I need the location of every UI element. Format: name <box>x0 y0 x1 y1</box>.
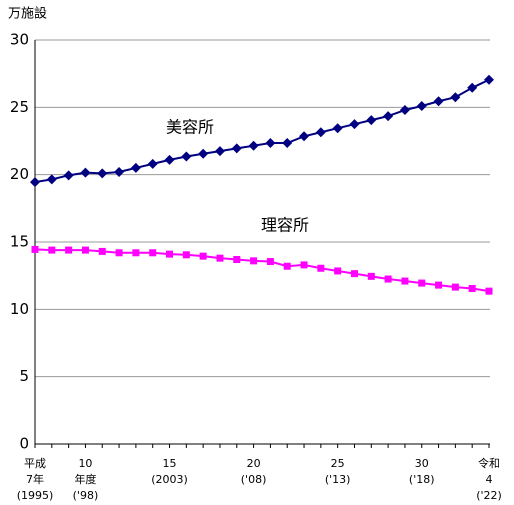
marker <box>31 245 39 253</box>
series-label: 美容所 <box>166 118 214 137</box>
marker <box>250 257 258 265</box>
marker <box>231 143 242 154</box>
marker <box>198 148 209 159</box>
marker <box>418 279 426 287</box>
marker <box>283 262 291 270</box>
marker <box>98 247 106 255</box>
x-tick-label: 25 ('13) <box>324 457 351 486</box>
unit-label: 万施設 <box>8 6 47 22</box>
marker <box>485 287 493 295</box>
marker <box>216 254 224 262</box>
y-tick-label: 30 <box>10 31 29 49</box>
marker <box>166 250 174 258</box>
x-tick-label: 20 ('08) <box>240 457 267 486</box>
marker <box>282 138 293 149</box>
marker <box>435 281 443 289</box>
marker <box>350 270 358 278</box>
marker <box>334 267 342 275</box>
y-tick-label: 10 <box>10 300 29 318</box>
marker <box>199 252 207 260</box>
marker <box>265 138 276 149</box>
marker <box>214 146 225 157</box>
x-tick-label: 10 年度 ('98) <box>72 457 99 502</box>
series-line <box>34 78 490 184</box>
marker <box>433 96 444 107</box>
marker <box>484 74 494 85</box>
y-tick-label: 15 <box>10 233 29 251</box>
marker <box>450 92 461 103</box>
marker <box>349 119 360 130</box>
x-tick-label: 15 (2003) <box>151 457 188 486</box>
y-tick-label: 25 <box>10 98 29 116</box>
marker <box>332 123 343 134</box>
y-tick-label: 0 <box>19 435 29 453</box>
marker <box>300 261 308 269</box>
marker <box>266 258 274 266</box>
y-tick-label: 5 <box>19 367 29 385</box>
marker <box>48 246 56 254</box>
marker <box>182 251 190 259</box>
marker <box>401 277 409 285</box>
series-line <box>34 248 490 293</box>
marker <box>248 140 259 151</box>
x-tick-label: 平成 7年 (1995) <box>16 457 54 502</box>
marker <box>315 127 326 138</box>
marker <box>147 158 158 169</box>
marker <box>299 131 310 142</box>
marker <box>65 246 73 254</box>
marker <box>80 167 91 178</box>
series-label: 理容所 <box>261 216 309 235</box>
marker <box>384 275 392 283</box>
marker <box>132 249 140 257</box>
x-tick-label: 令和 4 ('22) <box>476 457 502 502</box>
marker <box>149 249 157 257</box>
marker <box>63 170 74 181</box>
marker <box>46 174 57 185</box>
y-tick-label: 20 <box>10 165 29 183</box>
marker <box>383 111 394 122</box>
marker <box>114 166 125 177</box>
marker <box>115 249 123 257</box>
marker <box>468 284 476 292</box>
marker <box>130 162 141 173</box>
marker <box>233 256 241 264</box>
marker <box>451 283 459 291</box>
marker <box>399 105 410 116</box>
marker <box>81 246 89 254</box>
marker <box>164 154 175 165</box>
marker <box>467 82 478 93</box>
marker <box>367 272 375 280</box>
marker <box>30 177 40 188</box>
marker <box>416 100 427 111</box>
marker <box>366 115 377 126</box>
marker <box>181 151 192 162</box>
marker <box>317 264 325 272</box>
x-tick-label: 30 ('18) <box>408 457 435 486</box>
marker <box>97 168 108 179</box>
